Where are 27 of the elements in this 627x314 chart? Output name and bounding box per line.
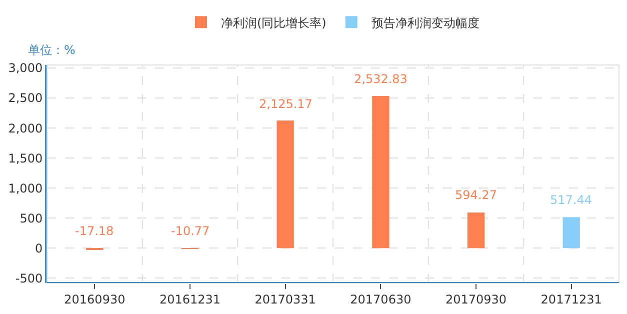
y-tick-label: 1,500	[8, 151, 43, 166]
y-tick-label: 1,000	[8, 181, 43, 196]
data-label: -10.77	[171, 224, 210, 238]
x-tick-label: 20171231	[540, 292, 602, 306]
y-tick-label: 2,500	[8, 91, 43, 106]
x-tick-label: 20160930	[64, 292, 126, 306]
bar	[467, 212, 485, 248]
y-tick-label: 2,000	[8, 121, 43, 136]
data-label: -17.18	[75, 224, 114, 238]
y-tick-label: 500	[20, 211, 43, 226]
bar	[372, 96, 390, 248]
bar	[276, 120, 294, 248]
data-label: 2,125.17	[259, 97, 312, 111]
y-axis-title: 单位：%	[28, 43, 76, 57]
y-tick-label: 0	[34, 241, 43, 256]
x-tick-label: 20170930	[445, 292, 507, 306]
bar	[562, 217, 580, 248]
legend-label: 净利润(同比增长率)	[221, 16, 326, 30]
x-tick-label: 20170630	[350, 292, 412, 306]
data-label: 594.27	[455, 188, 497, 202]
x-tick-label: 20161231	[159, 292, 221, 306]
y-tick-label: 3,000	[8, 61, 43, 76]
data-label: 2,532.83	[354, 72, 408, 86]
y-tick-label: -500	[15, 271, 43, 286]
legend-label: 预告净利润变动幅度	[371, 16, 480, 30]
x-tick-label: 20170331	[254, 292, 316, 306]
data-label: 517.44	[550, 193, 592, 207]
